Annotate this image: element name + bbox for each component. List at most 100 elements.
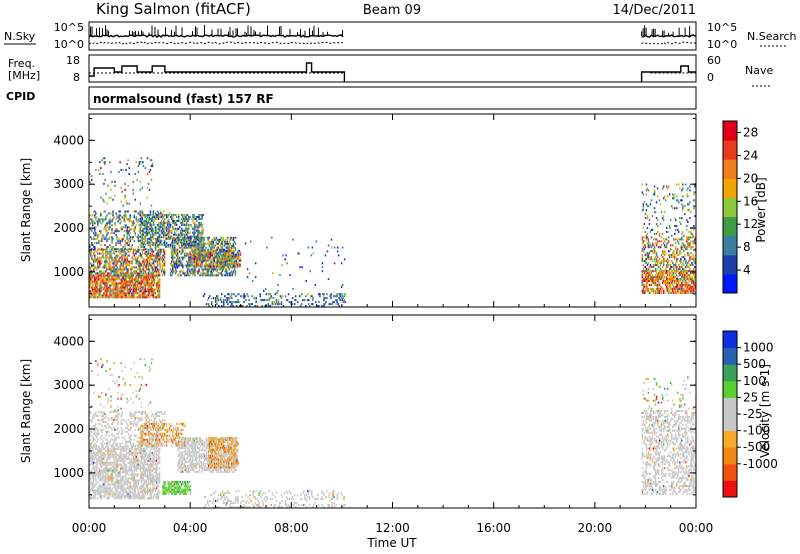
power-cell (123, 278, 125, 281)
velocity-cell (105, 475, 107, 478)
power-cell (648, 280, 651, 282)
power-cell (120, 169, 122, 171)
power-cell (105, 292, 107, 295)
power-cell (144, 221, 147, 224)
power-cell (90, 250, 92, 253)
power-cell (147, 220, 150, 223)
power-cell (271, 236, 273, 239)
velocity-cell (112, 447, 114, 450)
velocity-cell (100, 455, 102, 458)
power-cell (159, 216, 162, 218)
power-cell (212, 250, 214, 253)
power-cell (198, 268, 200, 271)
power-cell (280, 303, 283, 306)
power-cell (641, 236, 644, 239)
power-cell (173, 238, 175, 241)
power-cell (254, 276, 257, 279)
velocity-cell (113, 477, 115, 480)
power-cell (145, 276, 148, 279)
power-cell (232, 244, 235, 247)
power-cell (128, 226, 130, 229)
power-cell (196, 244, 198, 247)
power-cell (149, 262, 152, 265)
power-cell (117, 284, 119, 287)
power-cell (648, 272, 651, 275)
power-cell (184, 229, 186, 232)
power-cell (110, 232, 112, 235)
power-cell (92, 264, 94, 267)
power-cell (668, 225, 671, 227)
power-cell (646, 264, 649, 266)
power-cell (181, 238, 183, 241)
power-cell (157, 246, 160, 248)
power-cell (93, 274, 95, 277)
power-cell (144, 286, 147, 289)
power-cell (107, 222, 109, 225)
velocity-cell (104, 485, 106, 488)
power-cell (98, 240, 100, 243)
power-cell (673, 289, 675, 292)
power-cell (217, 263, 219, 266)
power-cell (220, 272, 222, 275)
power-cell (668, 250, 671, 253)
power-cell (226, 242, 229, 245)
power-cell (210, 261, 212, 264)
power-cell (160, 250, 163, 253)
power-cell (216, 238, 218, 241)
power-cell (142, 212, 145, 215)
power-cell (175, 233, 177, 236)
power-cell (108, 212, 110, 215)
power-cell (142, 260, 145, 263)
power-cell (127, 270, 129, 273)
power-cell (193, 229, 195, 232)
power-cell (156, 223, 159, 226)
power-cell (140, 254, 143, 257)
power-cell (101, 276, 103, 279)
power-cell (148, 225, 151, 228)
power-cell (672, 197, 674, 200)
power-cell (111, 276, 113, 279)
power-cell (663, 282, 666, 284)
power-cell (230, 263, 233, 266)
power-cell (105, 266, 107, 269)
power-cell (101, 286, 103, 289)
power-cell (153, 290, 156, 293)
power-cell (231, 293, 233, 296)
power-cell (650, 228, 653, 231)
power-cell (138, 292, 141, 295)
power-cell (122, 266, 124, 269)
power-cell (309, 305, 311, 307)
power-cell (104, 276, 106, 279)
power-cell (133, 278, 135, 281)
power-cell (129, 216, 131, 219)
power-cell (259, 295, 261, 298)
power-cell (122, 264, 124, 267)
power-cell (136, 250, 138, 253)
power-cell (227, 251, 230, 254)
power-cell (194, 265, 196, 268)
power-cell (92, 220, 94, 223)
power-cell (97, 220, 99, 223)
power-cell (687, 209, 689, 212)
power-cell (223, 265, 226, 268)
power-cell (666, 278, 669, 281)
power-cell (175, 214, 177, 216)
power-cell (168, 226, 171, 229)
power-cell (648, 252, 651, 255)
power-cell (231, 263, 234, 266)
power-cell (177, 274, 179, 277)
power-cell (156, 268, 159, 271)
power-cell (139, 286, 142, 289)
power-cell (186, 260, 188, 263)
power-cell (94, 294, 96, 297)
power-cell (196, 235, 198, 238)
power-cell (677, 240, 679, 243)
power-cell (100, 167, 102, 170)
power-cell (110, 254, 112, 257)
power-cell (683, 244, 685, 247)
power-cell (163, 218, 166, 221)
power-cell (139, 268, 142, 271)
velocity-cell (109, 457, 111, 460)
power-cell (156, 210, 159, 213)
velocity-cell (112, 451, 114, 454)
